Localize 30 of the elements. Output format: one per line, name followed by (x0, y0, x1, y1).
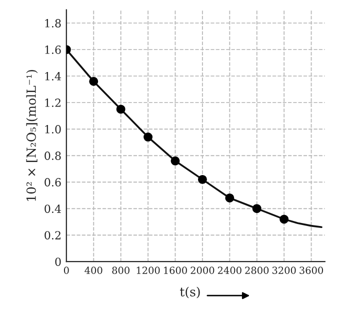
y-tick-label: 0.8 (44, 152, 61, 160)
y-tick-label: 0.4 (44, 204, 61, 213)
y-tick-label: 1.6 (45, 46, 61, 54)
point (198, 174, 207, 184)
y-tick-label: 0.2 (44, 231, 60, 240)
x-tick-label: 2400 (218, 266, 242, 274)
x-tick-label: 2000 (190, 266, 214, 274)
y-tick-label: 1.8 (45, 19, 61, 28)
x-tick-label: 1200 (136, 266, 160, 274)
point (225, 193, 234, 202)
point (116, 104, 126, 114)
point (89, 76, 98, 86)
x-tick-label: 400 (84, 266, 102, 274)
y-tick-label: 1.2 (45, 98, 60, 107)
y-tick-label: 0 (55, 258, 61, 266)
point (280, 214, 289, 224)
y-axis-title: 10² × [N₂O₅](molL⁻¹) (26, 70, 38, 201)
y-tick-label: 1.4 (45, 72, 61, 80)
x-tick-label: 0 (64, 266, 69, 274)
point (170, 156, 180, 166)
x-axis-title: t(s) (180, 286, 200, 298)
x-tick-label: 3200 (272, 266, 296, 274)
y-tick-label: 0.6 (44, 178, 61, 186)
x-tick-label: 2800 (245, 266, 269, 274)
point (252, 204, 262, 214)
y-tick-label: 1.0 (45, 125, 61, 134)
x-tick-label: 800 (112, 266, 130, 274)
x-tick-label: 3600 (300, 266, 324, 274)
point (144, 132, 153, 142)
x-tick-label: 1600 (164, 266, 187, 274)
